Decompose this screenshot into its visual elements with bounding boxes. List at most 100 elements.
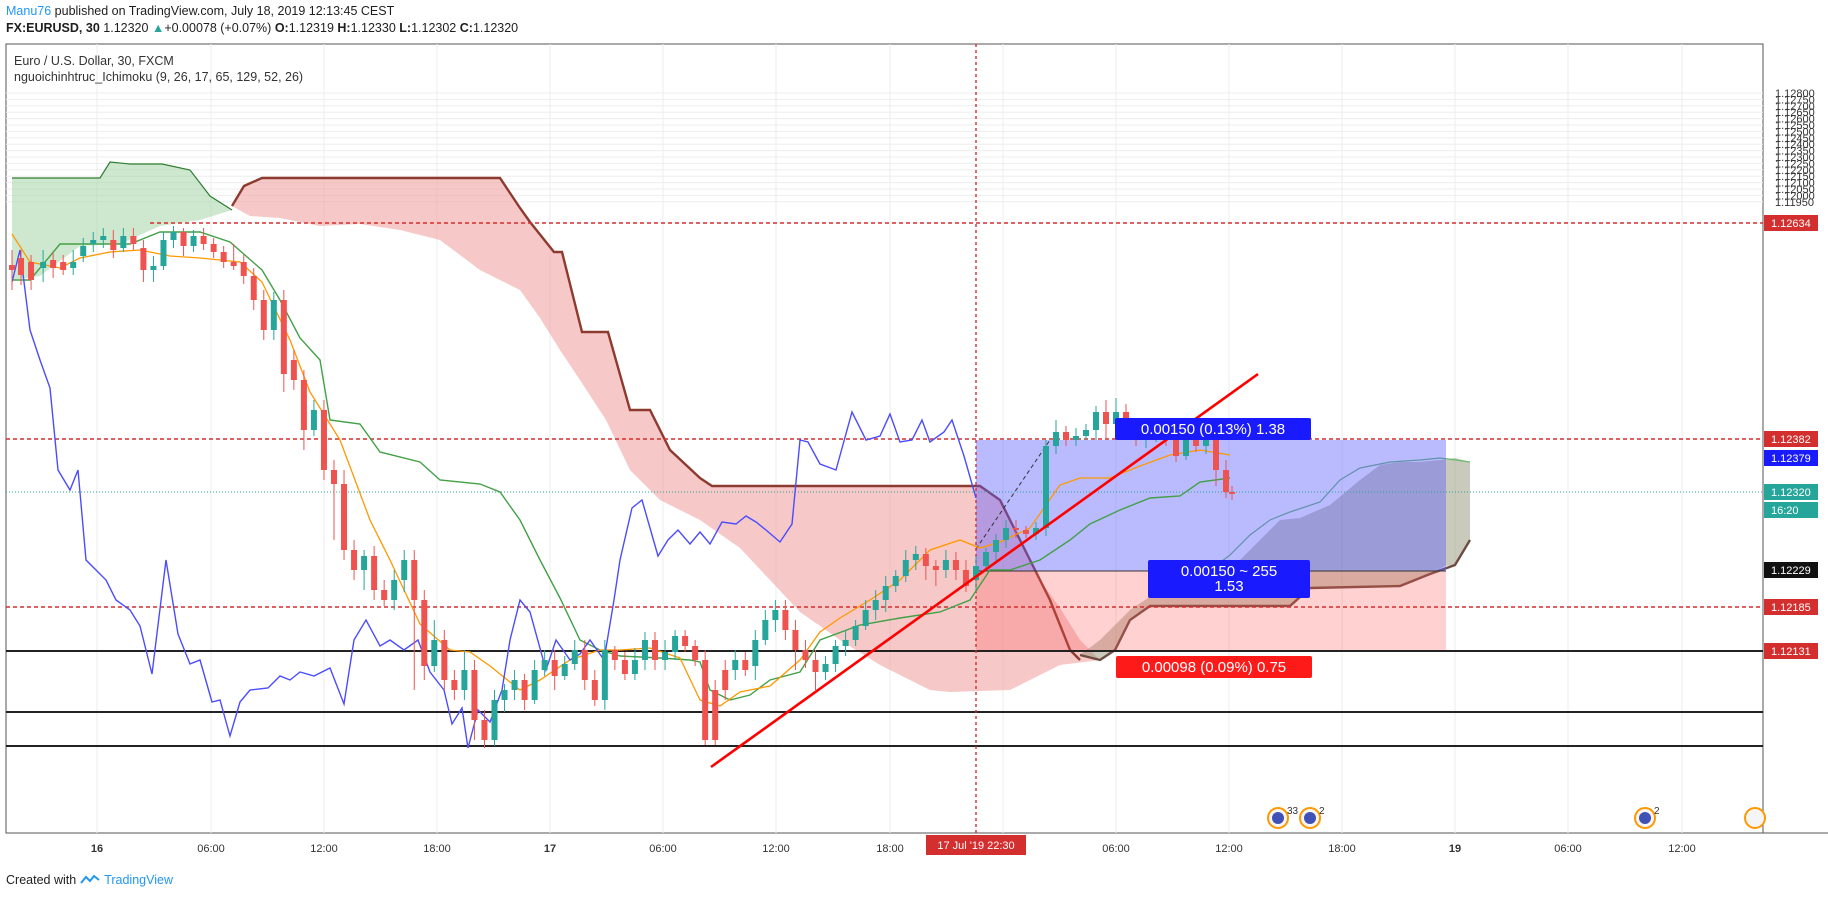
- event-count: 2: [1654, 806, 1660, 817]
- footer: Created with TradingView: [6, 873, 173, 887]
- open-label: O:: [274, 21, 289, 35]
- candle-body: [220, 252, 227, 262]
- price-label-bg: [1764, 450, 1818, 466]
- y-tick-label: 1.12450: [1775, 133, 1815, 145]
- candle: [521, 674, 528, 710]
- candle: [712, 680, 719, 745]
- candle: [60, 255, 67, 275]
- candle: [120, 228, 127, 252]
- candle-body: [140, 248, 147, 270]
- position-target-label[interactable]: 0.00150 (0.13%) 1.38: [1115, 418, 1311, 440]
- candle: [80, 238, 87, 262]
- candle-body: [421, 600, 428, 666]
- flag-icon: [1272, 812, 1284, 824]
- candle: [491, 690, 498, 746]
- candle-body: [110, 240, 117, 250]
- position-stop-label-text: 0.00098 (0.09%) 0.75: [1142, 659, 1286, 676]
- candle-body: [270, 300, 277, 330]
- price-label-text: 1.12320: [1771, 487, 1811, 499]
- candle: [571, 640, 578, 670]
- candle-body: [190, 236, 197, 246]
- candle-body: [160, 240, 167, 266]
- tradingview-link[interactable]: TradingView: [104, 873, 173, 887]
- position-stop-label[interactable]: 0.00098 (0.09%) 0.75: [1116, 656, 1312, 678]
- candle-body: [18, 258, 25, 275]
- event-count: 33: [1287, 806, 1299, 817]
- price-label-text: 1.12382: [1771, 434, 1811, 446]
- candle-body: [1053, 432, 1059, 446]
- y-tick-label: 1.12800: [1775, 88, 1815, 100]
- y-tick-label: 1.12500: [1775, 126, 1815, 138]
- event-marker-icon[interactable]: 2: [1299, 806, 1325, 829]
- candle: [872, 590, 879, 620]
- candle: [401, 550, 408, 592]
- x-tick-label: 19: [1449, 843, 1461, 855]
- candle-body: [922, 554, 929, 566]
- close-label: C:: [459, 21, 473, 35]
- candle: [150, 256, 157, 282]
- candle: [28, 255, 35, 290]
- x-tick-label: 12:00: [762, 843, 790, 855]
- candle-body: [481, 720, 488, 740]
- author-link[interactable]: Manu76: [6, 4, 52, 18]
- candle: [1023, 526, 1029, 538]
- candle: [842, 630, 849, 656]
- candle: [652, 632, 659, 670]
- candle-body: [280, 300, 287, 374]
- candle-body: [1193, 438, 1199, 446]
- bullish-cloud: [12, 162, 232, 280]
- price-label-text: 1.12379: [1771, 453, 1811, 465]
- candle-body: [1043, 446, 1049, 528]
- candle: [922, 548, 929, 580]
- candle: [461, 650, 468, 700]
- candle: [792, 620, 799, 670]
- candle: [431, 620, 438, 672]
- position-path-line: [975, 439, 1051, 550]
- candle: [1093, 406, 1099, 440]
- x-tick-label: 17: [544, 843, 556, 855]
- candle-body: [702, 660, 709, 740]
- candle-body: [260, 300, 267, 330]
- candle-body: [551, 660, 558, 676]
- candle-body: [1033, 528, 1039, 534]
- candle-body: [320, 410, 327, 470]
- event-marker-icon[interactable]: 2: [1634, 806, 1660, 829]
- position-target-label-bg: [1115, 418, 1311, 440]
- candle-body: [1173, 440, 1179, 456]
- price-label-cross: 1.12229: [1764, 562, 1818, 578]
- candle: [782, 600, 789, 640]
- created-with-text: Created with: [6, 873, 77, 887]
- candle: [341, 470, 348, 560]
- candle: [752, 630, 759, 680]
- y-tick-label: 1.12550: [1775, 120, 1815, 132]
- kijun-sen-line: [12, 231, 1231, 701]
- candle: [260, 290, 267, 340]
- candle-body: [712, 690, 719, 740]
- x-tick-label: 12:00: [1215, 843, 1243, 855]
- candle: [421, 590, 428, 680]
- candle-body: [1183, 438, 1189, 456]
- candle-body: [1223, 470, 1229, 492]
- candle-body: [28, 262, 35, 280]
- candle: [1053, 420, 1059, 454]
- candle-body: [331, 470, 338, 484]
- price-label-text: 1.12131: [1771, 646, 1811, 658]
- y-tick-label: 1.12600: [1775, 114, 1815, 126]
- candle: [581, 640, 588, 690]
- event-marker-icon[interactable]: [1744, 807, 1766, 829]
- legend-indicator[interactable]: nguoichinhtruc_Ichimoku (9, 26, 17, 65, …: [14, 70, 304, 84]
- candle: [290, 350, 297, 390]
- candle: [822, 656, 829, 680]
- price-label-hline: 1.12634: [1764, 215, 1818, 231]
- candle-body: [210, 244, 217, 252]
- candle-body: [1063, 432, 1069, 440]
- candle-body: [50, 260, 57, 268]
- event-marker-icon[interactable]: 33: [1267, 806, 1299, 829]
- candle-body: [521, 680, 528, 700]
- candle-body: [1083, 430, 1089, 436]
- candle: [882, 576, 889, 612]
- candle: [722, 660, 729, 700]
- candle-body: [1213, 440, 1219, 470]
